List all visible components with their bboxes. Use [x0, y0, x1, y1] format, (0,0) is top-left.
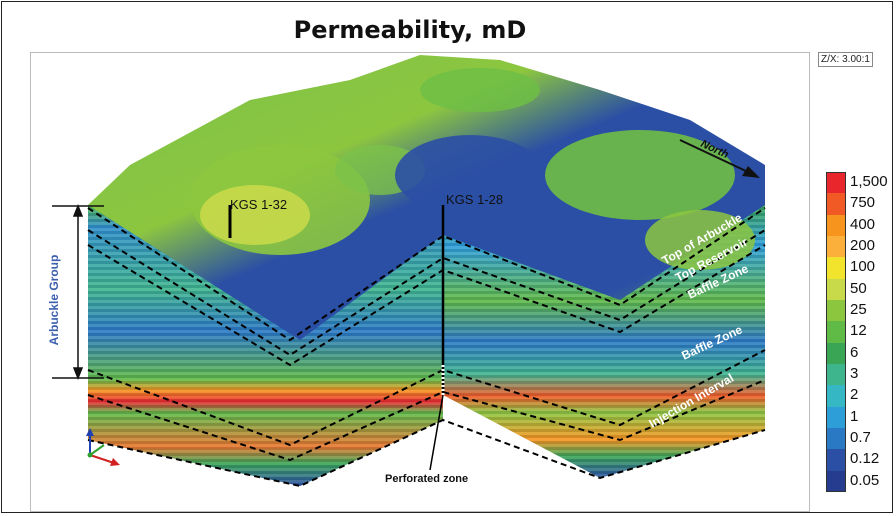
vertical-exaggeration-label: Z/X: 3.00:1: [818, 52, 873, 67]
legend-entry: 2: [826, 385, 896, 407]
legend-label: 200: [850, 237, 876, 254]
legend-entry: 0.7: [826, 428, 896, 450]
legend-swatch: [826, 428, 846, 450]
arbuckle-group-bracket: [52, 203, 104, 381]
legend-label: 0.7: [850, 429, 871, 446]
legend-swatch: [826, 172, 846, 194]
green-patch-southeast: [645, 210, 755, 270]
north-arrow-icon: [742, 166, 760, 178]
arbuckle-group-label: Arbuckle Group: [47, 254, 61, 346]
well-kgs-1-28-label: KGS 1-28: [446, 192, 503, 207]
axis-triad-icon: [86, 428, 120, 466]
legend-label: 100: [850, 258, 876, 276]
legend-label: 0.12: [850, 450, 880, 468]
legend-label: 12: [850, 322, 867, 340]
legend-swatch: [826, 236, 846, 258]
yellow-patch-west: [200, 185, 310, 245]
legend-swatch: [826, 214, 846, 236]
legend-entry: 1,500: [826, 172, 896, 194]
legend-entry: 3: [826, 364, 896, 386]
legend-swatch: [826, 449, 846, 471]
green-patch-east: [545, 130, 735, 220]
legend-swatch: [826, 193, 846, 215]
legend-label: 25: [850, 301, 867, 318]
legend-entry: 200: [826, 236, 896, 258]
legend-swatch: [826, 364, 846, 386]
permeability-legend: 1,500 750 400 200 100 50 25 12 6 3 2 1 0.7 0.12 0.05: [826, 172, 896, 492]
well-kgs-1-32-label: KGS 1-32: [230, 197, 287, 212]
perforated-zone-leader: [429, 394, 444, 471]
legend-swatch: [826, 278, 846, 300]
legend-label: 0.05: [850, 471, 880, 489]
legend-label: 50: [850, 279, 867, 297]
legend-swatch: [826, 257, 846, 279]
legend-entry: 12: [826, 321, 896, 343]
legend-entry: 400: [826, 214, 896, 236]
legend-entry: 750: [826, 193, 896, 215]
legend-label: 400: [850, 215, 876, 233]
plot-area-frame: [30, 52, 810, 512]
legend-swatch: [826, 470, 846, 492]
legend-swatch: [826, 321, 846, 343]
legend-entry: 0.12: [826, 449, 896, 471]
legend-entry: 100: [826, 257, 896, 279]
legend-entry: 6: [826, 342, 896, 364]
legend-label: 3: [850, 365, 859, 382]
legend-label: 1,500: [850, 173, 888, 190]
legend-swatch: [826, 342, 846, 364]
legend-swatch: [826, 385, 846, 407]
legend-label: 750: [850, 194, 876, 212]
figure-title: Permeability, mD: [293, 16, 527, 44]
legend-entry: 50: [826, 278, 896, 300]
legend-swatch: [826, 406, 846, 428]
legend-swatch: [826, 300, 846, 322]
north-arrow-shaft: [679, 139, 749, 173]
legend-entry: 0.05: [826, 470, 896, 492]
perforated-zone-label: Perforated zone: [385, 473, 468, 485]
blue-patch-center: [395, 135, 545, 215]
legend-label: 2: [850, 386, 859, 404]
green-patch-north: [420, 68, 540, 112]
legend-label: 1: [850, 407, 859, 425]
legend-label: 6: [850, 343, 859, 361]
legend-entry: 1: [826, 406, 896, 428]
legend-entry: 25: [826, 300, 896, 322]
right-face-layering: [443, 205, 765, 478]
